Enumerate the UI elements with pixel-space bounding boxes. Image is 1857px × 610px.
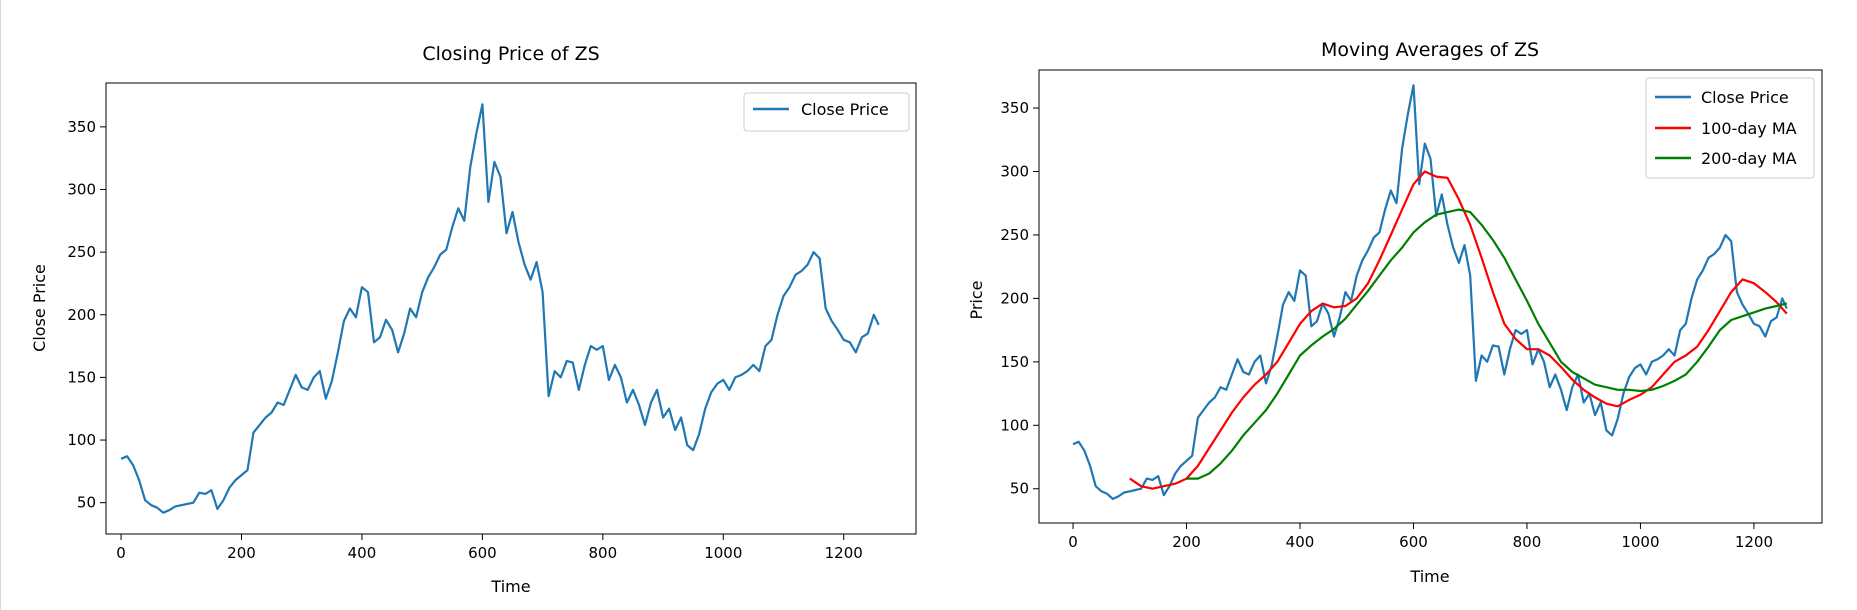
chart1-y-tick-label: 50 [77, 494, 96, 512]
chart2-plot-area [1072, 84, 1788, 500]
chart2-series-line-close-price [1072, 84, 1788, 500]
chart1-x-tick-label: 200 [227, 544, 256, 562]
chart1-legend-label-close-price: Close Price [801, 100, 889, 119]
chart2-y-tick-label: 50 [1010, 480, 1029, 498]
chart2-y-ticks: 50 100 150 200 250 300 350 [1000, 99, 1039, 498]
chart2-x-tick-label: 0 [1068, 533, 1078, 551]
chart2-series-line-200-day-ma [1186, 208, 1788, 480]
chart2-legend-label-close-price: Close Price [1701, 88, 1789, 107]
chart2-x-ticks: 0 200 400 600 800 1000 1200 [1068, 523, 1773, 551]
chart1-y-tick-label: 100 [67, 431, 96, 449]
chart1-y-ticks: 50 100 150 200 250 300 350 [67, 118, 106, 512]
chart2-series-line-100-day-ma [1129, 170, 1788, 490]
chart2-y-axis-label: Price [967, 280, 986, 319]
chart1-y-tick-label: 350 [67, 118, 96, 136]
chart2-y-tick-label: 200 [1000, 289, 1029, 307]
chart1-x-tick-label: 600 [468, 544, 497, 562]
chart2-x-tick-label: 1000 [1621, 533, 1659, 551]
chart1-x-tick-label: 800 [589, 544, 618, 562]
moving-averages-chart: Moving Averages of ZS 0 200 400 600 800 1000 1… [967, 39, 1823, 586]
chart1-y-tick-label: 200 [67, 306, 96, 324]
chart2-y-tick-label: 350 [1000, 99, 1029, 117]
chart1-legend: Close Price [743, 92, 910, 132]
chart1-x-ticks: 0 200 400 600 800 1000 1200 [116, 534, 863, 562]
chart2-x-tick-label: 600 [1399, 533, 1428, 551]
chart1-series-line-close-price [120, 103, 880, 514]
chart1-x-tick-label: 0 [116, 544, 126, 562]
chart2-axes-frame [1038, 69, 1823, 524]
chart1-axes-frame [105, 82, 917, 535]
chart2-x-tick-label: 200 [1172, 533, 1201, 551]
chart2-legend: Close Price 100-day MA 200-day MA [1645, 77, 1815, 179]
chart1-title: Closing Price of ZS [422, 43, 599, 65]
chart1-y-tick-label: 300 [67, 180, 96, 198]
chart1-x-tick-label: 400 [348, 544, 377, 562]
chart1-y-axis-label: Close Price [30, 264, 49, 352]
chart1-legend-box [743, 92, 910, 132]
chart1-y-tick-label: 150 [67, 368, 96, 386]
chart2-legend-label-200-day-ma: 200-day MA [1701, 149, 1797, 168]
chart2-title: Moving Averages of ZS [1321, 39, 1539, 61]
chart2-legend-box [1645, 77, 1815, 179]
chart2-legend-label-100-day-ma: 100-day MA [1701, 119, 1797, 138]
chart2-y-tick-label: 300 [1000, 163, 1029, 181]
chart1-x-tick-label: 1000 [704, 544, 742, 562]
chart2-y-tick-label: 250 [1000, 226, 1029, 244]
frame-edge [0, 0, 1, 610]
chart2-y-tick-label: 150 [1000, 353, 1029, 371]
chart2-x-tick-label: 400 [1286, 533, 1315, 551]
chart2-x-tick-label: 800 [1513, 533, 1542, 551]
chart2-y-tick-label: 100 [1000, 416, 1029, 434]
closing-price-chart: Closing Price of ZS 0 200 400 600 800 1000 120… [30, 43, 917, 596]
chart1-plot-area [120, 103, 880, 514]
chart1-y-tick-label: 250 [67, 243, 96, 261]
chart2-x-tick-label: 1200 [1735, 533, 1773, 551]
chart1-x-tick-label: 1200 [825, 544, 863, 562]
chart2-x-axis-label: Time [1409, 567, 1449, 586]
chart1-x-axis-label: Time [490, 577, 530, 596]
